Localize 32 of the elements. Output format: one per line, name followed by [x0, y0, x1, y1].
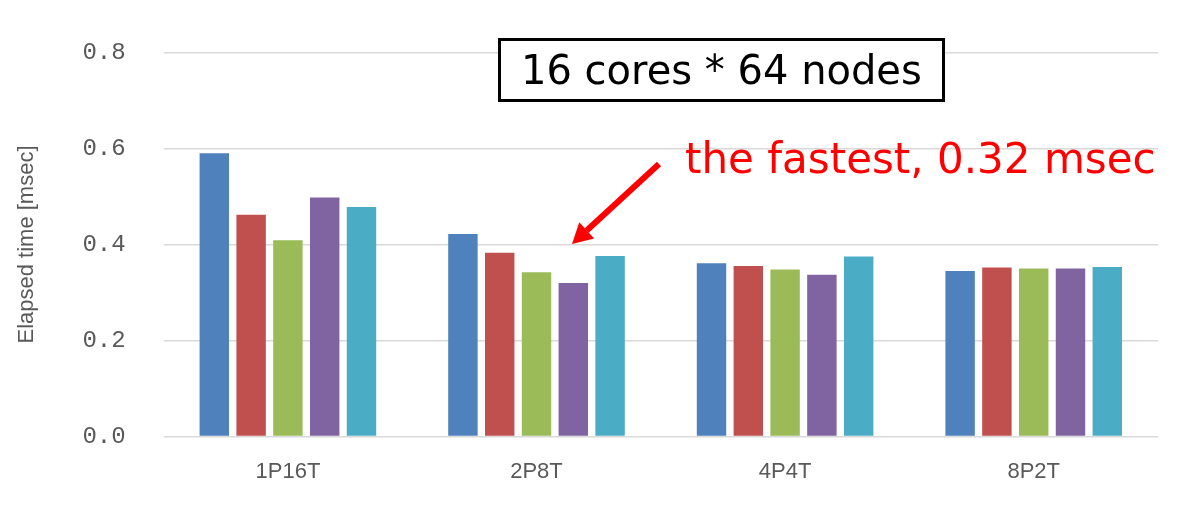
bar	[309, 197, 340, 436]
bar	[1092, 267, 1122, 436]
bar	[199, 153, 230, 436]
bar	[521, 272, 552, 436]
x-tick-label: 2P8T	[510, 457, 563, 483]
annotation: the fastest, 0.32 msec	[685, 134, 1156, 183]
y-axis-title: Elapsed time [msec]	[13, 145, 39, 344]
y-tick-label: 0.2	[82, 326, 126, 354]
y-tick-label: 0.6	[82, 134, 126, 162]
bar	[945, 270, 975, 436]
bar	[733, 266, 764, 436]
bar	[843, 256, 874, 436]
bar	[595, 256, 625, 436]
bar	[236, 214, 266, 436]
bar	[807, 274, 837, 436]
bar	[982, 267, 1012, 436]
y-tick-label: 0.8	[82, 38, 126, 66]
bar	[273, 240, 303, 436]
bar	[1018, 268, 1049, 436]
bar	[1055, 268, 1086, 436]
bar	[558, 282, 589, 436]
x-tick-label: 4P4T	[758, 457, 812, 483]
y-tick-label: 0.0	[82, 422, 126, 450]
y-tick-label: 0.4	[82, 230, 126, 258]
annotation: 16 cores * 64 nodes	[498, 38, 945, 102]
bar	[485, 252, 515, 436]
bar	[770, 269, 800, 436]
bar	[346, 207, 377, 436]
x-tick-label: 8P2T	[1007, 457, 1060, 483]
bar	[448, 233, 478, 436]
bar	[696, 263, 727, 436]
x-tick-label: 1P16T	[255, 457, 321, 483]
